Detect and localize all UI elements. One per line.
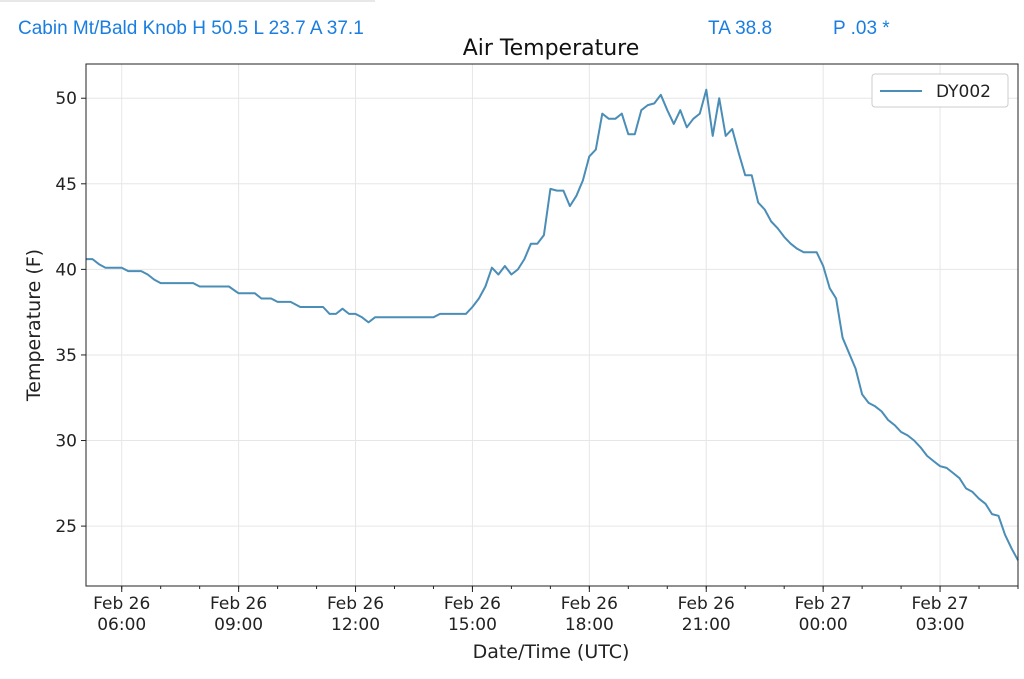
legend-box <box>871 73 1009 108</box>
x-tick-label: Feb 26 12:00 <box>327 594 384 635</box>
chart-title: Air Temperature <box>463 36 640 61</box>
x-tick-label: Feb 26 15:00 <box>444 594 501 635</box>
x-tick-label: Feb 27 03:00 <box>911 594 968 635</box>
ticks: 25 30 35 40 45 50 Feb 26 06:00 Feb 26 09:00 Feb 26… <box>55 89 1019 635</box>
y-axis-label: Temperature (F) <box>23 249 45 402</box>
legend-label-dy002: DY002 <box>936 82 991 102</box>
y-tick-label: 30 <box>55 432 77 452</box>
y-tick-label: 50 <box>55 89 77 109</box>
y-tick-label: 40 <box>55 260 77 280</box>
x-tick-label: Feb 27 00:00 <box>795 594 852 635</box>
y-tick-label: 35 <box>55 346 77 366</box>
series-layer <box>86 88 1019 561</box>
x-tick-label: Feb 26 18:00 <box>561 594 618 635</box>
precip-readout: P .03 * <box>833 18 890 39</box>
ta-readout: TA 38.8 <box>708 18 773 39</box>
x-tick-label: Feb 26 21:00 <box>678 594 735 635</box>
x-tick-label: Feb 26 09:00 <box>210 594 267 635</box>
x-axis-label: Date/Time (UTC) <box>473 641 630 663</box>
legend: DY002 <box>871 73 1009 108</box>
y-tick-label: 45 <box>55 175 77 195</box>
plot-frame <box>85 63 1019 587</box>
top-divider <box>0 0 375 2</box>
grid <box>86 64 1018 586</box>
station-summary: Cabin Mt/Bald Knob H 50.5 L 23.7 A 37.1 <box>18 18 364 39</box>
series-line-dy002 <box>86 88 1019 561</box>
x-tick-label: Feb 26 06:00 <box>93 594 150 635</box>
y-tick-label: 25 <box>55 517 77 537</box>
